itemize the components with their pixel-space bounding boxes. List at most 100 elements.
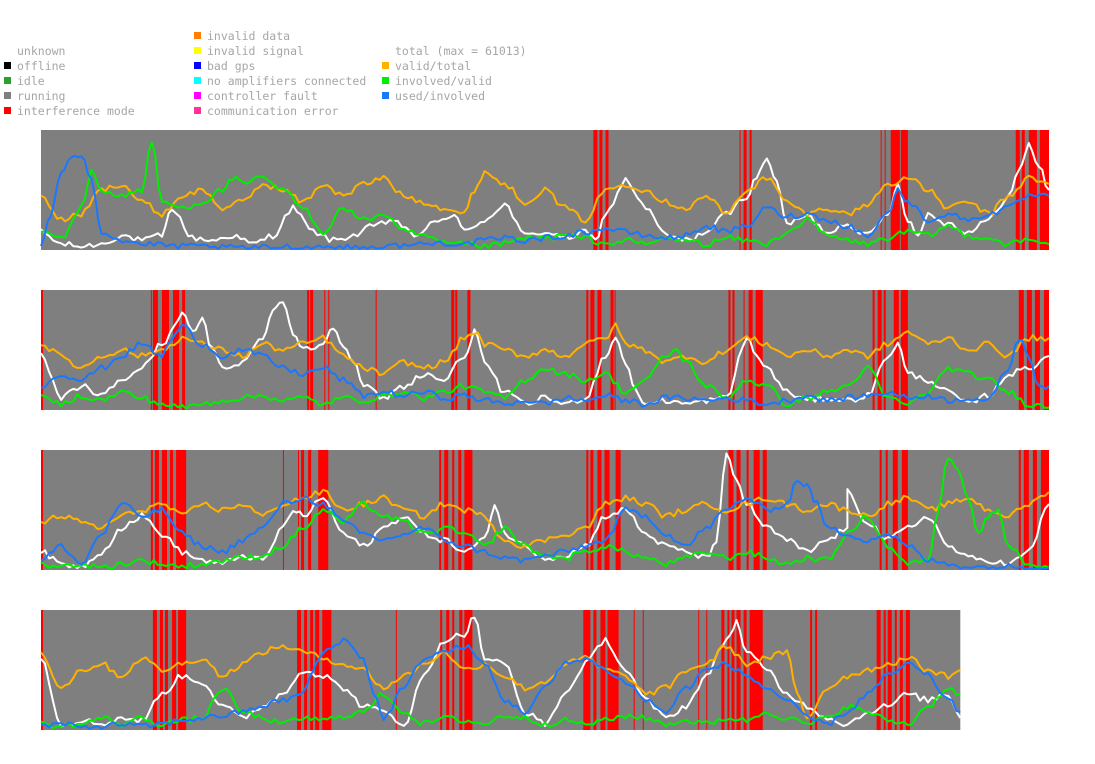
interference-mode-bar xyxy=(872,290,875,410)
interference-mode-bar xyxy=(315,610,320,730)
interference-mode-bar xyxy=(736,450,741,570)
interference-mode-bar xyxy=(301,450,305,570)
interference-mode-bar xyxy=(605,130,609,250)
interference-mode-bar xyxy=(892,450,898,570)
interference-mode-bar xyxy=(41,290,44,410)
interference-mode-bar xyxy=(150,450,153,570)
chart-panel-2 xyxy=(40,290,1050,410)
legend-label: valid/total xyxy=(395,59,472,73)
interference-mode-bar xyxy=(324,290,326,410)
interference-mode-bar xyxy=(1018,290,1024,410)
interference-mode-bar xyxy=(307,290,310,410)
legend-swatch xyxy=(194,62,201,69)
interference-mode-bar xyxy=(615,450,621,570)
interference-mode-bar xyxy=(883,610,886,730)
series-line-involved-valid xyxy=(40,347,1050,410)
interference-mode-bar xyxy=(876,610,881,730)
interference-mode-bar xyxy=(452,610,455,730)
interference-mode-bar xyxy=(900,130,908,250)
legend-swatch xyxy=(382,62,389,69)
interference-mode-bar xyxy=(1032,450,1037,570)
interference-mode-bar xyxy=(178,610,187,730)
interference-mode-bar xyxy=(395,610,397,730)
interference-mode-bar xyxy=(464,610,473,730)
interference-mode-bar xyxy=(604,450,610,570)
interference-mode-bar xyxy=(599,130,603,250)
interference-mode-bar xyxy=(1039,130,1049,250)
interference-mode-bar xyxy=(600,610,606,730)
interference-mode-bar xyxy=(743,610,747,730)
interference-mode-bar xyxy=(298,450,300,570)
interference-mode-bar xyxy=(1023,450,1029,570)
interference-mode-bar xyxy=(586,450,589,570)
interference-mode-bar xyxy=(452,450,455,570)
interference-mode-bar xyxy=(176,450,187,570)
legend-swatch xyxy=(194,92,201,99)
series-line-valid-total xyxy=(40,170,1050,224)
legend-swatch xyxy=(194,107,201,114)
interference-mode-bar xyxy=(310,610,314,730)
interference-mode-bar xyxy=(439,450,442,570)
interference-mode-bar xyxy=(887,610,892,730)
legend: unknown offline idle running interference mo… xyxy=(0,0,1095,125)
chart-panel-3 xyxy=(40,450,1050,570)
interference-mode-bar xyxy=(593,610,597,730)
interference-mode-bar xyxy=(172,610,177,730)
legend-label: running xyxy=(17,89,66,103)
interference-mode-bar xyxy=(879,450,882,570)
interference-mode-bar xyxy=(885,450,888,570)
chart-panel-4 xyxy=(40,610,962,730)
interference-mode-bar xyxy=(614,290,616,410)
legend-label: involved/valid xyxy=(395,74,492,88)
series-line-used-involved xyxy=(40,154,1050,250)
interference-mode-bar xyxy=(732,290,735,410)
series-line-total xyxy=(40,616,962,728)
interference-mode-bar xyxy=(444,450,449,570)
series-line-used-involved xyxy=(40,480,1050,570)
legend-label: used/involved xyxy=(395,89,486,103)
interference-mode-bar xyxy=(1034,290,1040,410)
legend-label: bad gps xyxy=(207,59,256,73)
interference-mode-bar xyxy=(1021,130,1025,250)
interference-mode-bar xyxy=(375,290,377,410)
interference-mode-bar xyxy=(1026,290,1032,410)
interference-mode-bar xyxy=(459,610,463,730)
legend-swatch xyxy=(4,92,11,99)
legend-label: invalid signal xyxy=(207,44,304,58)
legend-label: communication error xyxy=(207,104,339,118)
interference-mode-bar xyxy=(762,450,767,570)
legend-label: invalid data xyxy=(207,29,291,43)
interference-mode-bar xyxy=(304,610,308,730)
series-line-used-involved xyxy=(40,637,961,730)
series-line-valid-total xyxy=(40,488,1050,549)
interference-mode-bar xyxy=(698,610,700,730)
interference-mode-bar xyxy=(739,130,741,250)
chart-panel-1 xyxy=(40,130,1050,250)
interference-mode-bar xyxy=(41,610,44,730)
series-line-valid-total xyxy=(40,644,961,720)
legend-label: total (max = 61013) xyxy=(395,44,527,58)
interference-mode-bar xyxy=(1043,290,1049,410)
series-line-involved-valid xyxy=(40,141,1050,250)
legend-swatch xyxy=(194,47,201,54)
interference-mode-bar xyxy=(900,290,908,410)
interference-mode-bar xyxy=(1018,450,1021,570)
legend-swatch xyxy=(382,77,389,84)
series-line-valid-total xyxy=(40,322,1050,377)
interference-mode-bar xyxy=(727,610,730,730)
interference-mode-bar xyxy=(440,610,443,730)
interference-mode-bar xyxy=(642,610,644,730)
interference-mode-bar xyxy=(749,610,763,730)
interference-mode-bar xyxy=(746,450,749,570)
interference-mode-bar xyxy=(583,610,591,730)
interference-mode-bar xyxy=(905,610,910,730)
interference-mode-bar xyxy=(899,610,903,730)
interference-mode-bar xyxy=(328,290,330,410)
legend-label: controller fault xyxy=(207,89,318,103)
interference-mode-bar xyxy=(593,130,598,250)
series-line-total xyxy=(40,301,1050,406)
interference-mode-bar xyxy=(743,290,745,410)
interference-mode-bar xyxy=(893,290,899,410)
legend-label: interference mode xyxy=(17,104,135,118)
